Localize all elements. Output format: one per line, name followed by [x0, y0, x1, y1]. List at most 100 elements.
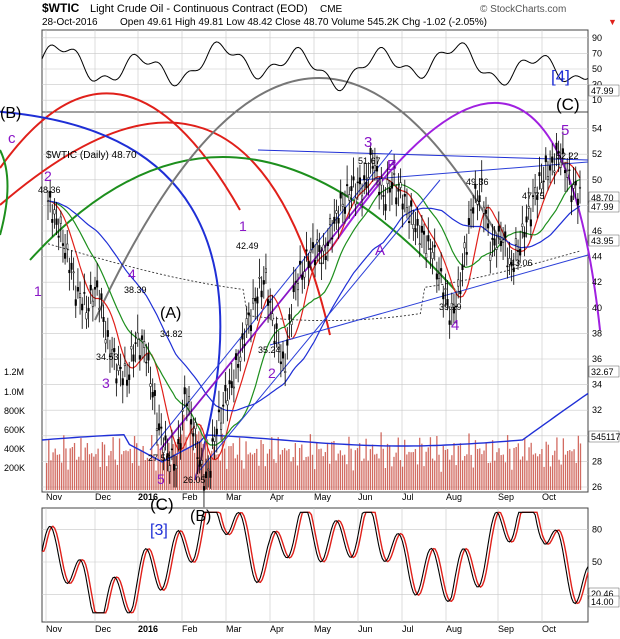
- price-candle: [72, 271, 75, 274]
- price-candle: [563, 169, 567, 174]
- price-candle: [237, 363, 240, 368]
- volume-bar: [86, 443, 89, 490]
- volume-bar: [335, 460, 337, 490]
- price-candle: [100, 293, 103, 300]
- volume-bar: [539, 454, 541, 490]
- price-tick-label: 34: [592, 380, 602, 390]
- price-candle: [143, 341, 146, 348]
- volume-bar: [144, 460, 146, 490]
- volume-bar: [412, 452, 414, 490]
- price-tick-label: 46: [592, 226, 602, 236]
- cycle-arc-gray: [94, 77, 501, 321]
- volume-bar: [146, 457, 149, 490]
- price-candle: [502, 239, 505, 243]
- volume-bar: [376, 453, 378, 490]
- volume-bar: [251, 454, 254, 490]
- price-candle: [555, 142, 558, 150]
- price-candle: [102, 316, 105, 322]
- marker-box: [588, 430, 620, 443]
- wave-trend-line: [159, 159, 396, 451]
- price-candle: [241, 333, 244, 340]
- price-candle: [121, 378, 124, 386]
- volume-bar: [494, 460, 496, 490]
- price-candle: [401, 203, 404, 210]
- volume-bar: [491, 440, 494, 490]
- volume-bar: [374, 454, 376, 490]
- price-candle: [356, 181, 359, 184]
- volume-bar: [410, 452, 412, 490]
- volume-bar: [554, 450, 556, 490]
- volume-bar: [301, 444, 303, 490]
- price-label: 34.82: [160, 329, 183, 339]
- volume-bar: [78, 456, 80, 490]
- price-tick-label: 52: [592, 149, 602, 159]
- price-candle: [482, 206, 485, 214]
- panel-frame-1: [41, 29, 589, 113]
- price-candle: [455, 305, 458, 308]
- price-candle: [279, 361, 282, 365]
- volume-bar: [178, 436, 181, 490]
- top-oscillator-path: [41, 41, 589, 92]
- price-candle: [119, 366, 122, 369]
- price-candle: [435, 273, 438, 280]
- volume-bar: [367, 460, 369, 490]
- volume-bar: [566, 450, 569, 490]
- price-candle: [570, 195, 573, 203]
- top-tick-label: 30: [592, 80, 602, 90]
- x-label-top: Dec: [95, 492, 112, 502]
- price-candle: [104, 339, 107, 344]
- volume-bar: [361, 460, 363, 490]
- volume-bar: [513, 447, 515, 490]
- price-candle: [457, 279, 460, 287]
- price-candle: [578, 186, 582, 189]
- volume-bar: [380, 432, 382, 490]
- price-candle: [267, 299, 270, 306]
- price-candle: [493, 238, 496, 246]
- price-candle: [202, 486, 206, 491]
- price-candle: [264, 268, 267, 273]
- volume-bar: [112, 437, 114, 490]
- upper-band-line: [257, 149, 589, 161]
- price-candle: [544, 155, 547, 163]
- volume-bar: [526, 460, 528, 490]
- price-candle: [397, 188, 400, 192]
- volume-bar: [558, 459, 560, 490]
- volume-bar: [577, 435, 580, 490]
- price-candle: [393, 173, 396, 175]
- volume-bar: [425, 451, 427, 490]
- price-label: 48.36: [38, 185, 61, 195]
- price-candle: [173, 463, 176, 471]
- volume-bar: [440, 471, 442, 490]
- volume-bar: [206, 439, 209, 490]
- volume-bar: [200, 424, 202, 490]
- wave-label: (B): [0, 105, 21, 122]
- chart-header: $WTIC Light Crude Oil - Continuous Contr…: [42, 1, 617, 28]
- price-candle: [262, 280, 265, 285]
- osc-signal-line: [42, 511, 589, 614]
- price-candle: [217, 409, 220, 413]
- x-label-bottom: Dec: [95, 624, 112, 634]
- volume-bar: [56, 454, 59, 490]
- exchange-label: CME: [320, 4, 343, 15]
- price-candle: [87, 308, 90, 312]
- volume-bar: [121, 454, 123, 490]
- volume-bar: [288, 449, 290, 490]
- price-candle: [375, 166, 379, 172]
- volume-bar: [140, 450, 142, 490]
- price-candle: [155, 428, 159, 432]
- volume-bar: [479, 448, 481, 490]
- price-candle: [194, 422, 197, 430]
- price-candle: [175, 465, 178, 469]
- volume-bar: [294, 443, 297, 490]
- volume-bar: [61, 462, 63, 490]
- price-candle: [354, 197, 357, 205]
- price-candle: [213, 436, 216, 442]
- price-candle: [506, 265, 509, 268]
- price-candle: [179, 443, 182, 450]
- price-candle: [536, 195, 539, 200]
- volume-bar: [485, 443, 487, 490]
- price-candle: [68, 269, 71, 274]
- volume-bar: [185, 436, 187, 490]
- volume-bar: [401, 466, 404, 490]
- price-candle: [534, 187, 537, 194]
